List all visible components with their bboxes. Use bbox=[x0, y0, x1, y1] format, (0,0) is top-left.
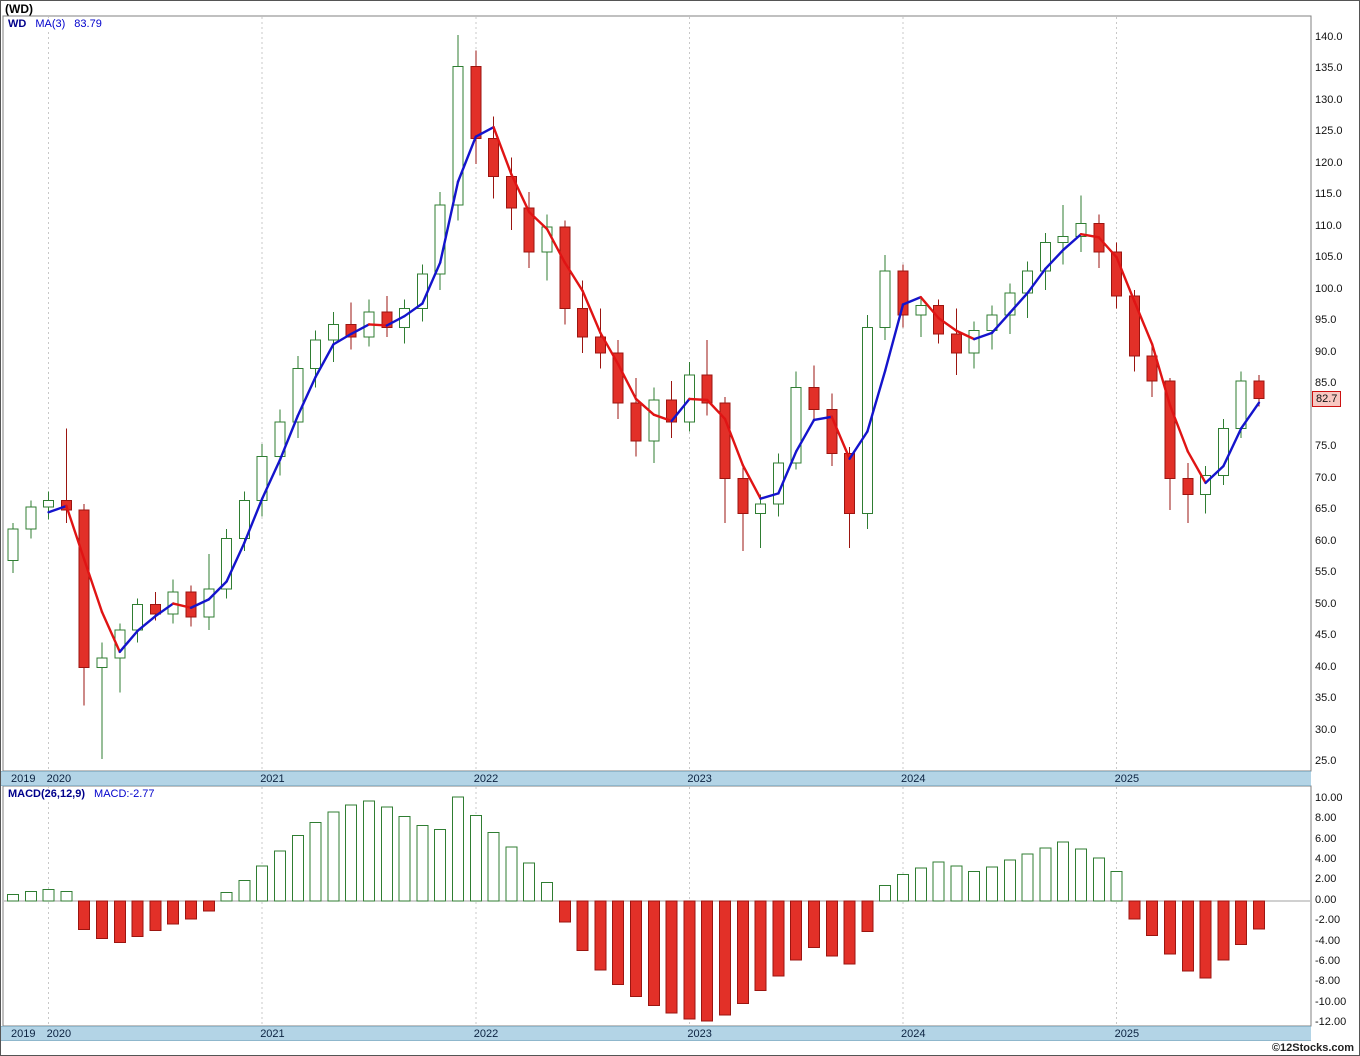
price-axis-label: 65.0 bbox=[1315, 503, 1337, 516]
price-axis-label: 140.0 bbox=[1315, 31, 1343, 43]
price-axis-label: 110.0 bbox=[1315, 219, 1342, 232]
macd-histogram-layer bbox=[7, 796, 1265, 1022]
macd-axis-label: 0.00 bbox=[1315, 893, 1337, 906]
year-label: 2019 bbox=[11, 1028, 36, 1040]
year-label: 2024 bbox=[901, 773, 926, 785]
legend-ma-value: 83.79 bbox=[74, 18, 102, 30]
macd-axis-label: -4.00 bbox=[1315, 934, 1341, 947]
watermark-credit: ©12Stocks.com bbox=[1271, 1042, 1354, 1054]
price-axis-label: 95.0 bbox=[1315, 314, 1337, 327]
year-label: 2023 bbox=[687, 773, 712, 785]
price-axis-label: 30.0 bbox=[1315, 723, 1337, 736]
macd-axis-label: -10.00 bbox=[1315, 995, 1347, 1008]
price-axis-label: 90.0 bbox=[1315, 345, 1337, 358]
price-axis-label: 120.0 bbox=[1315, 156, 1343, 169]
macd-axis-label: 2.00 bbox=[1315, 873, 1337, 886]
price-legend: WD MA(3) 83.79 bbox=[5, 18, 114, 30]
macd-axis-label: 8.00 bbox=[1315, 812, 1337, 825]
ma-line-layer bbox=[47, 125, 1261, 654]
price-axis-label: 55.0 bbox=[1315, 566, 1337, 579]
legend-symbol: WD bbox=[8, 18, 27, 30]
price-axis-label: 35.0 bbox=[1315, 692, 1337, 705]
price-axis-label: 115.0 bbox=[1315, 188, 1342, 201]
year-label: 2025 bbox=[1114, 773, 1140, 785]
price-axis-label: 40.0 bbox=[1315, 660, 1337, 673]
macd-axis-label: -2.00 bbox=[1315, 914, 1341, 927]
macd-legend: MACD(26,12,9) MACD:-2.77 bbox=[5, 788, 167, 800]
price-axis-label: 135.0 bbox=[1315, 62, 1343, 75]
year-label: 2023 bbox=[687, 1028, 712, 1040]
price-axis-label: 125.0 bbox=[1315, 125, 1343, 138]
year-label: 2021 bbox=[260, 773, 285, 785]
macd-axis-label: -6.00 bbox=[1315, 954, 1341, 967]
year-label: 2020 bbox=[46, 773, 72, 785]
year-axis-top: 2019 2020 2021 2022 2023 2024 2025 bbox=[1, 771, 1311, 786]
price-axis-label: 25.0 bbox=[1315, 755, 1337, 767]
price-axis-label: 100.0 bbox=[1315, 282, 1343, 295]
year-label: 2025 bbox=[1114, 1028, 1140, 1040]
price-axis-label: 60.0 bbox=[1315, 534, 1337, 547]
macd-axis-label: 4.00 bbox=[1315, 853, 1337, 866]
current-price-badge: 82.7 bbox=[1312, 390, 1342, 407]
macd-params-label: MACD(26,12,9) bbox=[8, 788, 86, 800]
symbol-title: (WD) bbox=[5, 2, 33, 16]
year-label: 2021 bbox=[260, 1028, 285, 1040]
price-axis-label: 105.0 bbox=[1315, 251, 1343, 264]
macd-axis-label: 6.00 bbox=[1315, 832, 1337, 845]
legend-ma-label: MA(3) bbox=[35, 18, 66, 30]
price-axis-label: 50.0 bbox=[1315, 597, 1337, 610]
price-axis-label: 130.0 bbox=[1315, 93, 1343, 106]
macd-axis-label: 10.00 bbox=[1315, 792, 1343, 804]
year-label: 2020 bbox=[46, 1028, 72, 1040]
macd-axis-label: -8.00 bbox=[1315, 975, 1341, 988]
price-axis-label: 70.0 bbox=[1315, 471, 1337, 484]
year-label: 2022 bbox=[473, 773, 499, 785]
macd-current-value: MACD:-2.77 bbox=[94, 788, 155, 800]
year-axis-bottom: 2019 2020 2021 2022 2023 2024 2025 bbox=[1, 1026, 1311, 1041]
year-label: 2022 bbox=[473, 1028, 499, 1040]
macd-axis-label: -12.00 bbox=[1315, 1016, 1347, 1028]
price-axis-label: 85.0 bbox=[1315, 377, 1337, 390]
price-axis-label: 45.0 bbox=[1315, 629, 1337, 642]
price-axis-label: 75.0 bbox=[1315, 440, 1337, 453]
year-label: 2019 bbox=[11, 773, 36, 785]
year-label: 2024 bbox=[901, 1028, 926, 1040]
